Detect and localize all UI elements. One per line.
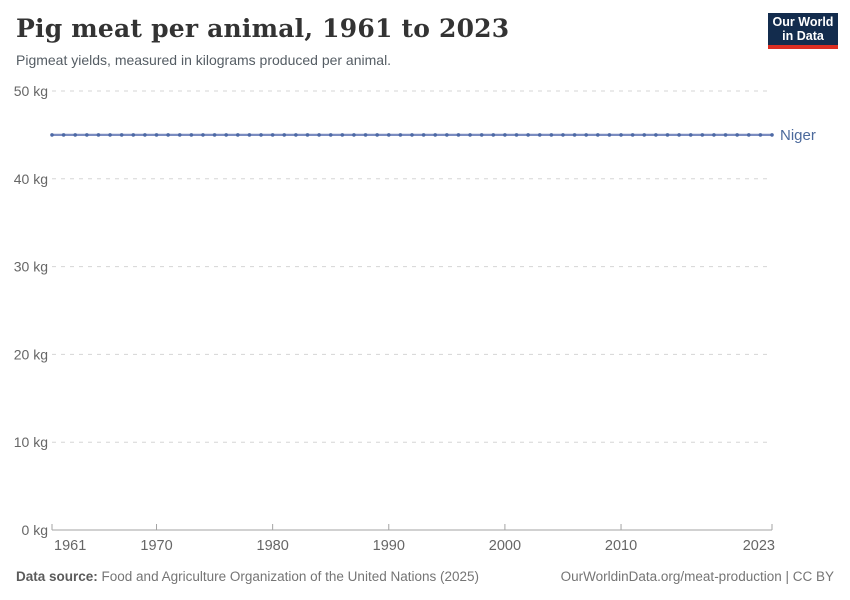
data-point-marker <box>201 133 205 137</box>
data-point-marker <box>177 133 182 137</box>
data-point-marker <box>642 133 647 137</box>
data-point-marker <box>224 133 228 137</box>
data-point-marker <box>131 133 136 137</box>
data-point-marker <box>270 133 275 137</box>
data-point-marker <box>247 133 252 137</box>
data-point-marker <box>549 133 554 137</box>
data-point-marker <box>85 133 89 137</box>
data-point-marker <box>50 133 54 137</box>
owid-logo-text: Our World in Data <box>768 13 838 45</box>
data-point-marker <box>468 133 472 137</box>
data-point-marker <box>596 133 600 137</box>
data-point-marker <box>375 133 379 137</box>
data-point-marker <box>700 133 705 137</box>
data-point-marker <box>340 133 345 137</box>
data-point-marker <box>398 133 403 137</box>
data-source-label: Data source: <box>16 569 98 584</box>
owid-logo-accent-bar <box>768 45 838 49</box>
data-point-marker <box>445 133 449 137</box>
x-axis-tick-label: 2000 <box>489 538 521 554</box>
y-axis-tick-label: 20 kg <box>14 346 48 362</box>
credit-link[interactable]: OurWorldinData.org/meat-production | CC … <box>560 569 834 584</box>
data-point-marker <box>758 133 763 137</box>
data-point-marker <box>259 133 263 137</box>
page-subtitle: Pigmeat yields, measured in kilograms pr… <box>16 52 392 68</box>
data-point-marker <box>584 133 588 137</box>
x-axis-tick-label: 1980 <box>257 538 289 554</box>
data-point-marker <box>654 133 658 137</box>
data-point-marker <box>665 133 670 137</box>
owid-logo[interactable]: Our World in Data <box>768 13 838 49</box>
x-axis-tick-label: 1970 <box>140 538 172 554</box>
data-point-marker <box>572 133 577 137</box>
data-point-marker <box>479 133 484 137</box>
data-point-marker <box>61 133 66 137</box>
chart-footer: Data source: Food and Agriculture Organi… <box>16 569 834 584</box>
data-point-marker <box>96 133 101 137</box>
data-point-marker <box>166 133 170 137</box>
data-point-marker <box>352 133 356 137</box>
data-point-marker <box>108 133 112 137</box>
data-point-marker <box>561 133 565 137</box>
data-point-marker <box>433 133 438 137</box>
y-axis-tick-label: 30 kg <box>14 259 48 275</box>
data-point-marker <box>688 133 693 137</box>
data-point-marker <box>119 133 124 137</box>
data-point-marker <box>607 133 612 137</box>
data-point-marker <box>328 133 333 137</box>
data-source-note: Data source: Food and Agriculture Organi… <box>16 569 479 584</box>
y-axis-tick-label: 40 kg <box>14 171 48 187</box>
data-point-marker <box>491 133 496 137</box>
y-axis-tick-label: 0 kg <box>22 522 48 538</box>
data-point-marker <box>236 133 240 137</box>
data-point-marker <box>503 133 507 137</box>
data-point-marker <box>73 133 78 137</box>
x-axis-tick-label: 2010 <box>605 538 637 554</box>
data-point-marker <box>723 133 728 137</box>
owid-logo-line1: Our World <box>772 14 834 29</box>
data-point-marker <box>526 133 530 137</box>
data-point-marker <box>712 133 716 137</box>
y-axis-tick-label: 50 kg <box>14 83 48 99</box>
data-point-marker <box>677 133 681 137</box>
data-point-marker <box>770 133 774 137</box>
data-point-marker <box>456 133 461 137</box>
owid-logo-line2: in Data <box>782 29 824 43</box>
x-axis-tick-label: 1990 <box>373 538 405 554</box>
data-point-marker <box>386 133 391 137</box>
data-point-marker <box>282 133 287 137</box>
data-point-marker <box>410 133 414 137</box>
data-point-marker <box>746 133 751 137</box>
y-axis-tick-label: 10 kg <box>14 434 48 450</box>
data-point-marker <box>630 133 635 137</box>
x-axis-tick-label: 1961 <box>54 538 86 554</box>
data-point-marker <box>189 133 194 137</box>
page-title: Pig meat per animal, 1961 to 2023 <box>16 14 510 43</box>
data-point-marker <box>154 133 159 137</box>
data-point-marker <box>619 133 623 137</box>
data-point-marker <box>317 133 321 137</box>
data-point-marker <box>421 133 426 137</box>
data-point-marker <box>514 133 519 137</box>
data-point-marker <box>212 133 217 137</box>
data-source-text: Food and Agriculture Organization of the… <box>97 569 480 584</box>
data-point-marker <box>735 133 739 137</box>
series-label-niger[interactable]: Niger <box>780 127 816 144</box>
data-point-marker <box>305 133 310 137</box>
data-point-marker <box>143 133 147 137</box>
data-point-marker <box>294 133 298 137</box>
data-point-marker <box>537 133 542 137</box>
x-axis-tick-label: 2023 <box>743 538 775 554</box>
data-point-marker <box>363 133 368 137</box>
